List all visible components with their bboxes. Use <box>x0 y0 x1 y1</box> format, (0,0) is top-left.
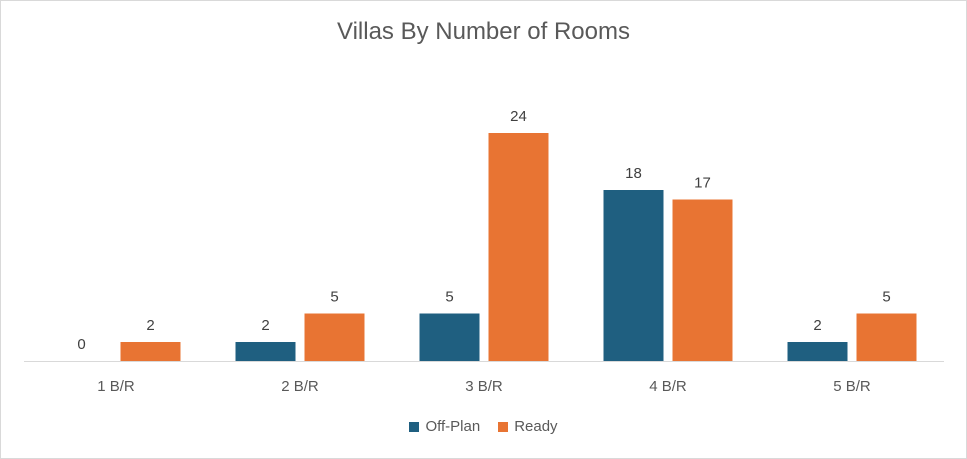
data-label-off-plan-3: 5 <box>445 289 453 306</box>
bar-ready-4 <box>672 199 733 361</box>
legend-swatch-ready <box>498 421 509 432</box>
bar-off-plan-5 <box>787 342 848 361</box>
data-label-ready-4: 17 <box>694 175 711 192</box>
x-tick-label-4: 4 B/R <box>649 378 687 395</box>
bar-ready-1 <box>120 342 181 361</box>
data-label-off-plan-4: 18 <box>625 165 642 182</box>
bar-off-plan-4 <box>603 190 664 361</box>
x-tick-label-2: 2 B/R <box>281 378 319 395</box>
x-tick-label-5: 5 B/R <box>833 378 871 395</box>
data-label-ready-5: 5 <box>882 289 890 306</box>
bar-off-plan-2 <box>235 342 296 361</box>
x-tick-label-3: 3 B/R <box>465 378 503 395</box>
chart-title: Villas By Number of Rooms <box>337 18 630 45</box>
legend-entry-off-plan: Off-Plan <box>409 418 480 435</box>
bar-ready-5 <box>856 313 917 361</box>
bar-ready-2 <box>304 313 365 361</box>
x-tick-label-1: 1 B/R <box>97 378 135 395</box>
legend-label-off-plan: Off-Plan <box>425 418 481 435</box>
bar-ready-3 <box>488 133 549 361</box>
data-label-ready-3: 24 <box>510 108 527 125</box>
data-label-off-plan-2: 2 <box>261 317 269 334</box>
legend-label-ready: Ready <box>514 418 558 435</box>
bar-off-plan-3 <box>419 313 480 361</box>
legend-swatch-off-plan <box>409 421 420 432</box>
data-label-ready-1: 2 <box>146 317 154 334</box>
legend: Off-Plan Ready <box>0 418 967 435</box>
data-label-ready-2: 5 <box>330 289 338 306</box>
legend-entry-ready: Ready <box>498 418 558 435</box>
data-label-off-plan-5: 2 <box>813 317 821 334</box>
data-label-off-plan-1: 0 <box>77 336 85 353</box>
